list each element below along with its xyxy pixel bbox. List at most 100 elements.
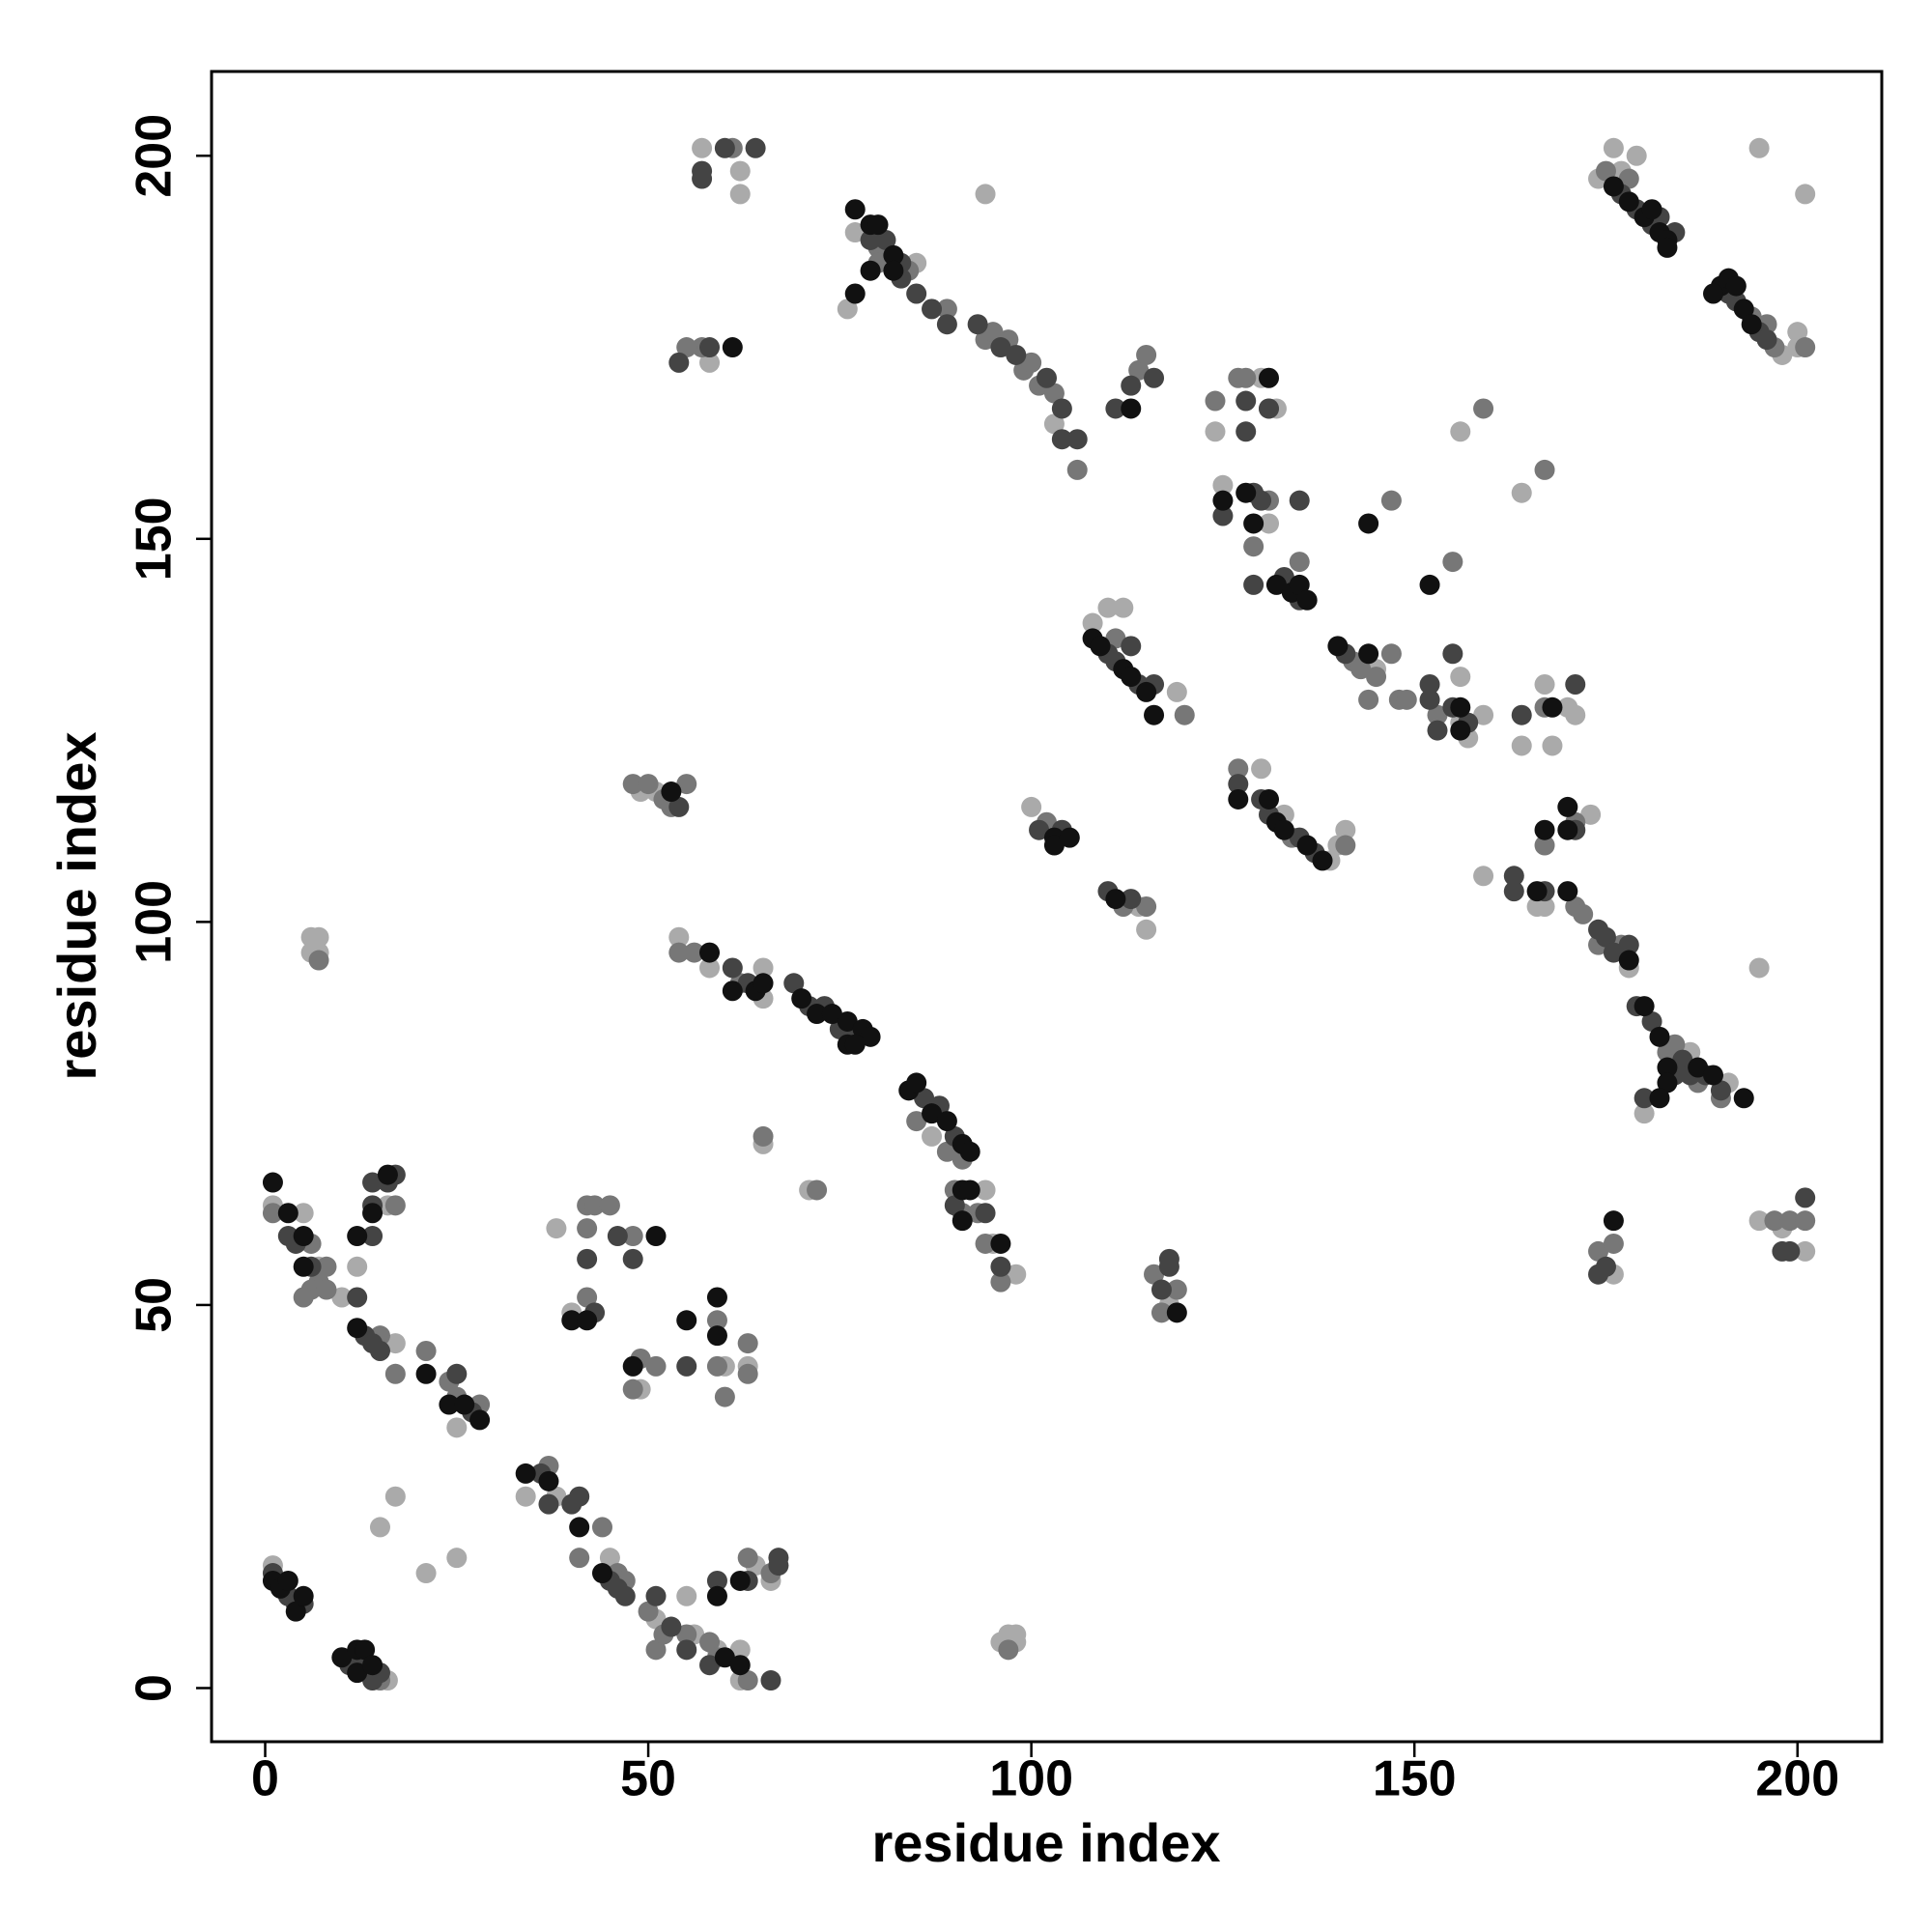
point: [1649, 1088, 1670, 1109]
point: [684, 942, 705, 963]
point: [1534, 819, 1555, 840]
point: [1450, 421, 1471, 442]
point: [737, 1363, 758, 1384]
point: [614, 1585, 636, 1606]
point: [807, 1179, 828, 1201]
point: [844, 222, 866, 243]
point: [293, 1256, 314, 1277]
point: [1534, 835, 1555, 856]
point: [906, 1072, 927, 1094]
point: [1450, 667, 1471, 688]
point: [262, 1203, 283, 1224]
point: [768, 1548, 789, 1569]
point: [906, 1111, 927, 1132]
point: [1595, 160, 1616, 182]
point: [415, 1341, 437, 1362]
point: [607, 1226, 628, 1247]
point: [1136, 681, 1157, 702]
point: [1725, 275, 1747, 297]
point: [1051, 429, 1072, 450]
point: [1228, 758, 1249, 780]
point: [1603, 137, 1624, 158]
point: [661, 1616, 682, 1637]
point: [1121, 398, 1142, 419]
point: [1251, 490, 1272, 511]
point: [569, 1486, 590, 1507]
point: [875, 229, 896, 250]
point: [1029, 819, 1050, 840]
point: [1618, 950, 1639, 971]
point: [415, 1363, 437, 1384]
point: [1335, 819, 1356, 840]
point: [1097, 597, 1119, 618]
point: [714, 137, 735, 158]
point: [753, 1125, 774, 1147]
point: [1059, 827, 1080, 848]
point: [699, 1632, 721, 1653]
point: [668, 942, 690, 963]
point: [676, 774, 697, 795]
point: [347, 1318, 368, 1339]
point: [384, 1195, 406, 1216]
point: [729, 160, 751, 182]
point: [936, 314, 957, 335]
point: [1151, 1279, 1172, 1300]
point: [1236, 421, 1257, 442]
point: [668, 796, 690, 817]
point: [331, 1647, 353, 1668]
point: [1473, 704, 1494, 725]
point: [645, 1639, 667, 1661]
point: [1105, 398, 1126, 419]
point: [844, 199, 866, 220]
point: [1121, 636, 1142, 657]
point: [706, 1310, 727, 1331]
point: [293, 1585, 314, 1606]
point: [1121, 667, 1142, 688]
point: [1603, 942, 1624, 963]
point: [622, 1378, 643, 1400]
point: [1473, 398, 1494, 419]
point: [883, 244, 904, 266]
point: [844, 1034, 866, 1055]
point: [384, 1333, 406, 1354]
point: [538, 1493, 559, 1515]
point: [577, 1310, 598, 1331]
point: [699, 1655, 721, 1676]
point: [1066, 459, 1088, 480]
point: [1657, 1057, 1678, 1078]
point: [699, 957, 721, 979]
point: [922, 298, 943, 320]
point: [577, 1218, 598, 1239]
point: [729, 184, 751, 205]
point: [1419, 689, 1440, 710]
point: [384, 1363, 406, 1384]
point: [384, 1486, 406, 1507]
point: [906, 283, 927, 304]
point: [676, 337, 697, 358]
point: [1450, 720, 1471, 741]
point: [1573, 903, 1594, 924]
point: [914, 1088, 935, 1109]
point: [577, 1248, 598, 1269]
point: [1380, 643, 1402, 665]
point: [1259, 788, 1280, 810]
point: [737, 1333, 758, 1354]
point: [293, 1287, 314, 1308]
point: [1733, 1088, 1754, 1109]
y-tick-label: 150: [127, 497, 183, 581]
point: [1595, 1256, 1616, 1277]
point: [990, 337, 1011, 358]
point: [1174, 704, 1195, 725]
point: [546, 1218, 567, 1239]
point: [1259, 398, 1280, 419]
point: [1006, 344, 1027, 365]
point: [922, 1125, 943, 1147]
point: [737, 1670, 758, 1691]
point: [1427, 704, 1448, 725]
point: [1503, 881, 1524, 902]
point: [1557, 696, 1578, 718]
point: [1795, 1240, 1816, 1262]
point: [1043, 835, 1065, 856]
point: [347, 1226, 368, 1247]
point: [1703, 1065, 1724, 1086]
